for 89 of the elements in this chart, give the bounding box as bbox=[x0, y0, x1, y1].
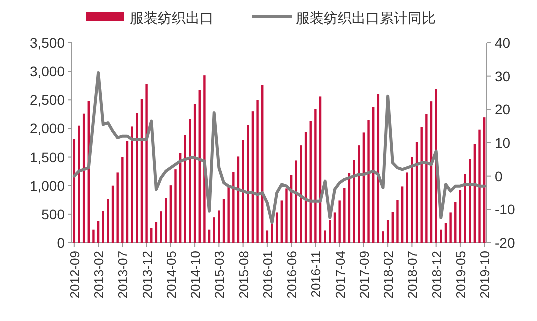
bar bbox=[276, 212, 278, 243]
bar bbox=[189, 119, 192, 243]
bar bbox=[280, 200, 284, 243]
bar bbox=[160, 212, 162, 243]
x-tick-label: 2013-12 bbox=[140, 251, 155, 299]
y-tick-label: 0 bbox=[57, 235, 66, 251]
y-tick-label: 3,500 bbox=[30, 35, 66, 51]
x-tick-label: 2015-03 bbox=[212, 251, 228, 299]
bar bbox=[131, 126, 134, 243]
x-tick-label: 2014-10 bbox=[188, 251, 204, 299]
bar bbox=[228, 186, 230, 243]
bar bbox=[368, 120, 370, 243]
bar bbox=[314, 109, 317, 243]
y-tick-label: 1,000 bbox=[30, 178, 66, 194]
bar bbox=[150, 228, 153, 243]
bar bbox=[440, 230, 442, 243]
y2-tick-label: -10 bbox=[495, 202, 516, 218]
y2-tick-label: 20 bbox=[495, 102, 511, 118]
bar bbox=[338, 200, 341, 243]
bar bbox=[222, 199, 226, 243]
bar bbox=[426, 114, 428, 243]
x-tick-label: 2013-07 bbox=[116, 251, 131, 299]
bar bbox=[256, 100, 259, 243]
bar bbox=[112, 186, 114, 243]
bar bbox=[266, 230, 269, 243]
bar bbox=[92, 230, 95, 243]
bar bbox=[116, 172, 119, 243]
y-tick-label: 3,000 bbox=[30, 64, 66, 80]
x-tick-label: 2017-09 bbox=[356, 251, 372, 299]
x-tick-label: 2019-05 bbox=[453, 251, 468, 299]
y2-tick-label: 30 bbox=[495, 68, 511, 84]
y2-tick-label: 0 bbox=[495, 168, 503, 184]
bar bbox=[242, 140, 244, 243]
bar bbox=[396, 200, 399, 243]
bar bbox=[450, 212, 452, 243]
bar bbox=[300, 146, 302, 243]
x-tick-label: 2019-10 bbox=[478, 251, 493, 299]
bar bbox=[392, 212, 394, 243]
y2-tick-label: 10 bbox=[495, 135, 511, 151]
legend-label: 服装纺织出口 bbox=[130, 10, 214, 26]
x-tick-label: 2017-04 bbox=[332, 251, 348, 299]
bar bbox=[464, 174, 466, 243]
x-tick-label: 2016-01 bbox=[260, 251, 276, 299]
legend-label: 服装纺织出口累计同比 bbox=[296, 10, 436, 26]
bar bbox=[344, 188, 346, 243]
x-tick-label: 2012-09 bbox=[67, 251, 82, 299]
x-tick-label: 2016-06 bbox=[284, 251, 300, 299]
bar bbox=[122, 157, 124, 243]
bar bbox=[286, 188, 288, 243]
x-tick-label: 2018-07 bbox=[405, 251, 420, 299]
y-tick-label: 1,500 bbox=[30, 149, 66, 166]
x-tick-label: 2018-12 bbox=[429, 251, 444, 299]
bar bbox=[126, 141, 129, 243]
bar bbox=[165, 198, 168, 243]
x-tick-label: 2018-02 bbox=[381, 251, 396, 299]
y2-tick-label: -20 bbox=[495, 235, 516, 251]
bar bbox=[382, 232, 384, 243]
y-tick-label: 2,000 bbox=[30, 120, 66, 137]
bar bbox=[170, 186, 172, 243]
bar bbox=[454, 202, 457, 243]
y-tick-label: 500 bbox=[42, 206, 66, 222]
bar bbox=[406, 172, 408, 243]
bar bbox=[329, 220, 332, 243]
bar bbox=[334, 212, 336, 243]
bar bbox=[218, 210, 220, 243]
bar bbox=[401, 186, 404, 243]
y2-tick-label: 40 bbox=[495, 35, 511, 51]
bar bbox=[97, 221, 100, 243]
bar bbox=[232, 172, 235, 243]
bar bbox=[444, 223, 448, 243]
x-tick-label: 2016-11 bbox=[308, 251, 324, 298]
bar bbox=[208, 230, 211, 243]
bar bbox=[386, 220, 390, 243]
bar bbox=[107, 199, 110, 243]
bar bbox=[324, 230, 326, 243]
y-tick-label: 2,500 bbox=[30, 92, 66, 108]
bar bbox=[353, 160, 356, 243]
bar bbox=[78, 126, 80, 243]
bar bbox=[478, 130, 481, 243]
bar bbox=[102, 211, 104, 243]
bar bbox=[155, 222, 158, 243]
bar bbox=[459, 190, 462, 243]
x-tick-label: 2015-08 bbox=[236, 251, 252, 299]
x-tick-label: 2014-05 bbox=[164, 251, 179, 299]
bar bbox=[411, 157, 414, 243]
x-tick-label: 2013-02 bbox=[92, 251, 107, 299]
bar bbox=[174, 170, 177, 243]
bar bbox=[213, 218, 216, 243]
bar bbox=[146, 84, 148, 243]
